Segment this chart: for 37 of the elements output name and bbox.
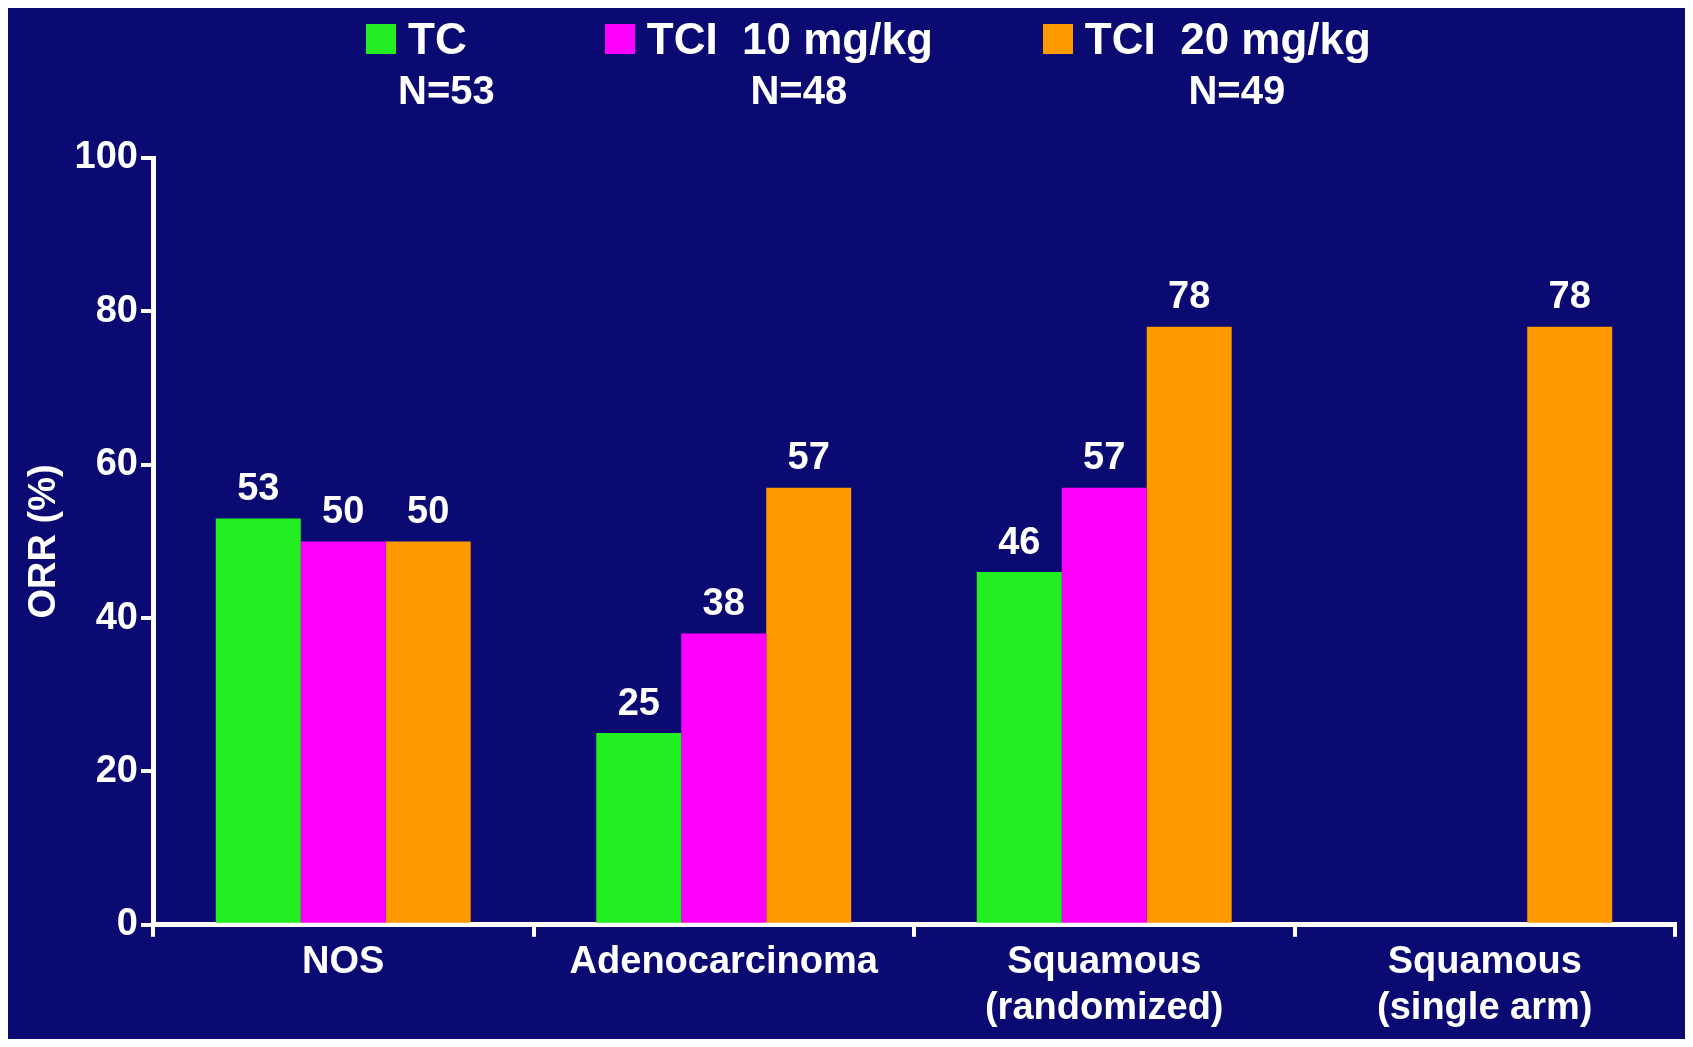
y-tick-label: 40 (95, 594, 138, 637)
bar (300, 541, 386, 923)
bar (766, 487, 852, 923)
bar (1061, 487, 1147, 923)
legend-label: TCI 20 mg/kg (1084, 14, 1371, 64)
x-tick-label: Adenocarcinoma (569, 939, 879, 982)
data-label: 50 (322, 488, 365, 531)
y-tick-label: 60 (95, 441, 138, 484)
bar (1527, 326, 1613, 923)
data-label: 57 (1083, 435, 1126, 478)
data-label: 78 (1168, 274, 1211, 317)
y-tick-label: 20 (95, 747, 138, 790)
y-tick-label: 0 (116, 901, 138, 944)
bar (385, 541, 471, 923)
data-label: 57 (787, 435, 830, 478)
data-label: 38 (702, 580, 745, 623)
x-tick-label: NOS (302, 939, 385, 982)
bar (215, 518, 301, 923)
data-label: 25 (617, 680, 660, 723)
y-tick-label: 100 (74, 134, 138, 177)
y-axis-title: ORR (%) (21, 464, 64, 619)
data-label: 50 (407, 488, 450, 531)
text: N=49 (1187, 68, 1286, 113)
legend-label: TC (408, 14, 467, 64)
x-tick-label: Squamous (randomized) (984, 939, 1224, 1027)
bar (681, 633, 767, 923)
bar (596, 733, 682, 923)
text: N=48 (749, 68, 848, 113)
legend-label: TCI 10 mg/kg (646, 14, 933, 64)
bar (976, 572, 1062, 923)
text: N=53 (397, 68, 495, 113)
data-label: 53 (237, 465, 280, 508)
data-label: 78 (1548, 274, 1591, 317)
data-label: 46 (998, 519, 1041, 562)
bar (1146, 326, 1232, 923)
x-tick-label: Squamous (single arm) (1377, 939, 1593, 1027)
y-tick-label: 80 (95, 287, 138, 330)
